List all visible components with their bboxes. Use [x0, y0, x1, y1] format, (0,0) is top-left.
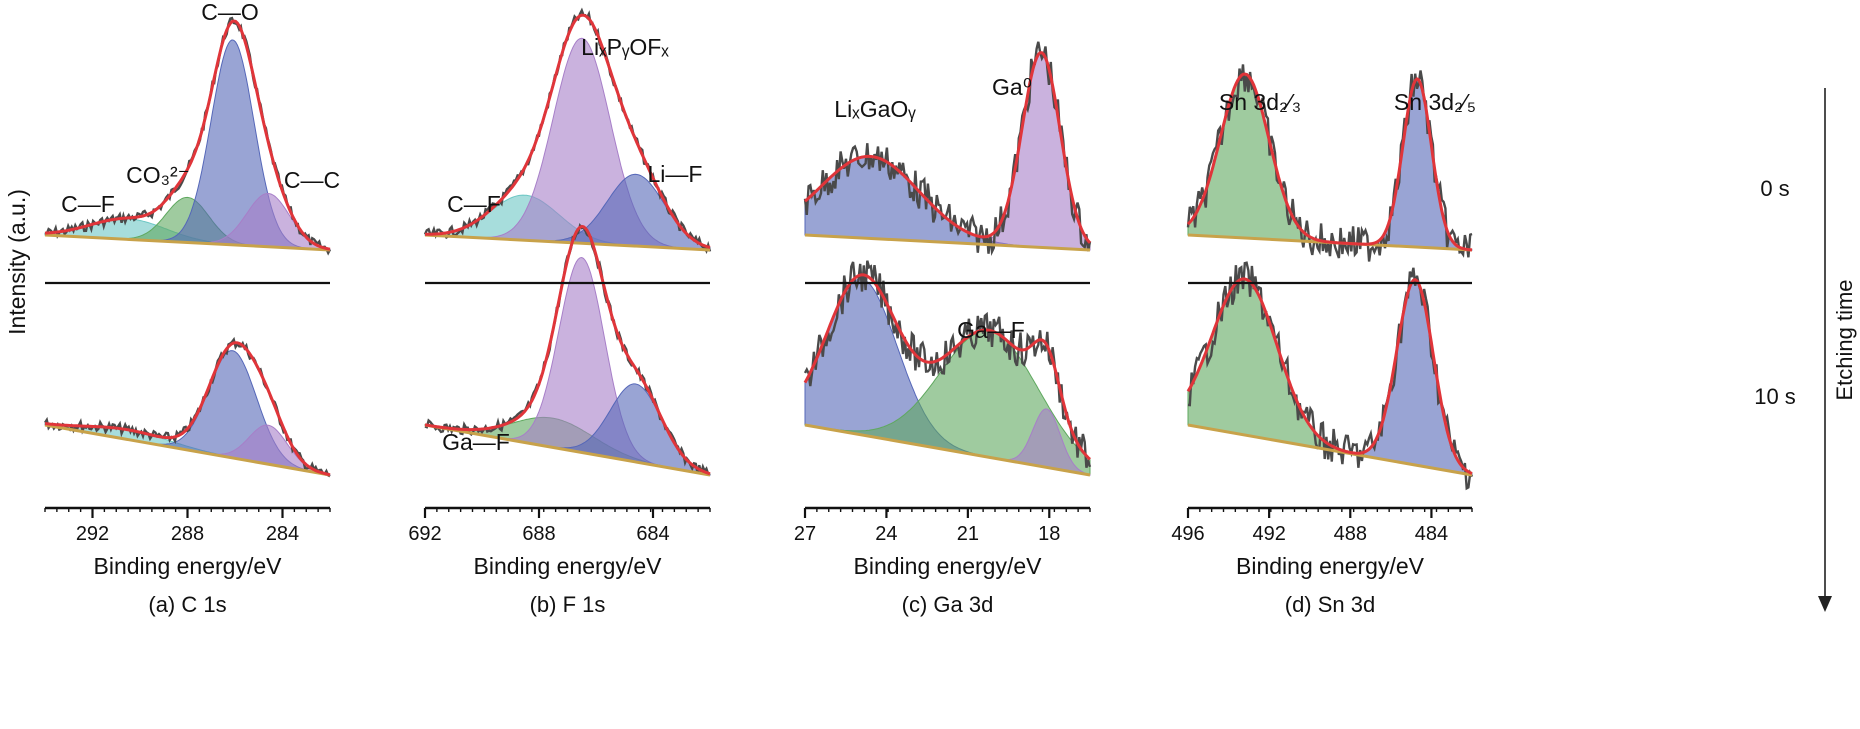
- raw-data-line: [803, 41, 1092, 257]
- panel-b: C—F LiₓPᵧOFₓ Li—F Ga—F 692 688 684 Binding ener…: [408, 7, 712, 617]
- panel-caption: (d) Sn 3d: [1285, 592, 1376, 617]
- x-axis-label: Binding energy/eV: [1236, 553, 1425, 579]
- row-bottom: Ga—F: [424, 223, 711, 477]
- background-line: [424, 233, 711, 252]
- x-tick-label: 27: [794, 523, 816, 545]
- x-tick-label: 24: [875, 523, 897, 545]
- peak-label: C—F: [61, 191, 115, 217]
- background-line: [1187, 423, 1473, 477]
- fitted-envelope-line: [804, 51, 1092, 244]
- peak-label: CO₃²⁻: [126, 162, 190, 188]
- etching-time-value: 0 s: [1760, 176, 1789, 201]
- peak-label: LiₓGaOᵧ: [834, 96, 916, 122]
- x-tick-label: 21: [957, 523, 979, 545]
- fitted-envelope-line: [44, 341, 331, 477]
- panel-c: LiₓGaOᵧ Ga⁰ Ga—F 27 24 21 18 Binding energy/eV (…: [794, 41, 1092, 617]
- row-top: Sn 3d₂⁄₃ Sn 3d₂⁄₅ 0 s: [1186, 64, 1790, 262]
- panel-caption: (c) Ga 3d: [902, 592, 994, 617]
- raw-data-line: [1187, 261, 1474, 491]
- x-tick-label: 688: [522, 523, 555, 545]
- row-bottom: Ga—F: [803, 260, 1092, 477]
- x-axis-label: Binding energy/eV: [854, 553, 1043, 579]
- peak-label: C—C: [284, 167, 340, 193]
- fitted-envelope-line: [424, 224, 711, 476]
- panel-caption: (b) F 1s: [530, 592, 606, 617]
- peak-label: LiₓPᵧOFₓ: [581, 34, 669, 60]
- row-top: LiₓGaOᵧ Ga⁰: [803, 41, 1092, 257]
- peak-label: Ga—F: [442, 429, 510, 455]
- panel-a: C—F CO₃²⁻ C—O C—C 292 288 284 Binding energy/eV…: [43, 0, 340, 617]
- x-tick-label: 492: [1252, 523, 1285, 545]
- x-tick-label: 288: [171, 523, 204, 545]
- background-line: [804, 233, 1091, 252]
- peak-label: C—O: [201, 0, 259, 25]
- peak-label: Li—F: [648, 161, 703, 187]
- peak-label: Sn 3d₂⁄₅: [1394, 89, 1476, 115]
- etching-arrow-head: [1818, 596, 1832, 612]
- x-axis-label: Binding energy/eV: [94, 553, 283, 579]
- x-tick-label: 692: [408, 523, 441, 545]
- x-tick-label: 684: [636, 523, 669, 545]
- peak-label: Ga—F: [957, 317, 1025, 343]
- x-tick-label: 18: [1038, 523, 1060, 545]
- fitted-envelope-line: [424, 13, 711, 249]
- peak-label: Ga⁰: [992, 74, 1032, 100]
- x-tick-label: 488: [1334, 523, 1367, 545]
- row-top: C—F LiₓPᵧOFₓ Li—F: [423, 7, 712, 255]
- x-tick-label: 292: [76, 523, 109, 545]
- raw-data-line: [803, 260, 1092, 469]
- row-bottom: [43, 336, 331, 478]
- fitted-envelope-line: [1186, 72, 1473, 252]
- panels: C—F CO₃²⁻ C—O C—C 292 288 284 Binding energy/eV…: [43, 0, 1796, 617]
- etching-time-label: Etching time: [1832, 279, 1857, 400]
- background-line: [804, 423, 1091, 477]
- x-tick-label: 484: [1415, 523, 1448, 545]
- background-line: [44, 423, 331, 477]
- peak-label: C—F: [447, 191, 501, 217]
- fitted-envelope-line: [44, 19, 331, 251]
- row-bottom: 10 s: [1186, 261, 1796, 491]
- background-line: [44, 233, 331, 252]
- panel-d: Sn 3d₂⁄₃ Sn 3d₂⁄₅ 0 s 10 s 496 492 488 484 Bindi…: [1171, 64, 1796, 617]
- peak-label: Sn 3d₂⁄₃: [1219, 89, 1301, 115]
- x-axis-label: Binding energy/eV: [474, 553, 663, 579]
- y-axis-label: Intensity (a.u.): [4, 189, 30, 335]
- fitted-envelope-line: [803, 273, 1091, 461]
- x-tick-label: 284: [266, 523, 299, 545]
- row-top: C—F CO₃²⁻ C—O C—C: [44, 0, 340, 256]
- etching-time-indicator: Etching time: [1818, 88, 1857, 612]
- etching-time-value: 10 s: [1754, 384, 1796, 409]
- panel-caption: (a) C 1s: [148, 592, 226, 617]
- x-tick-label: 496: [1171, 523, 1204, 545]
- background-line: [424, 423, 711, 477]
